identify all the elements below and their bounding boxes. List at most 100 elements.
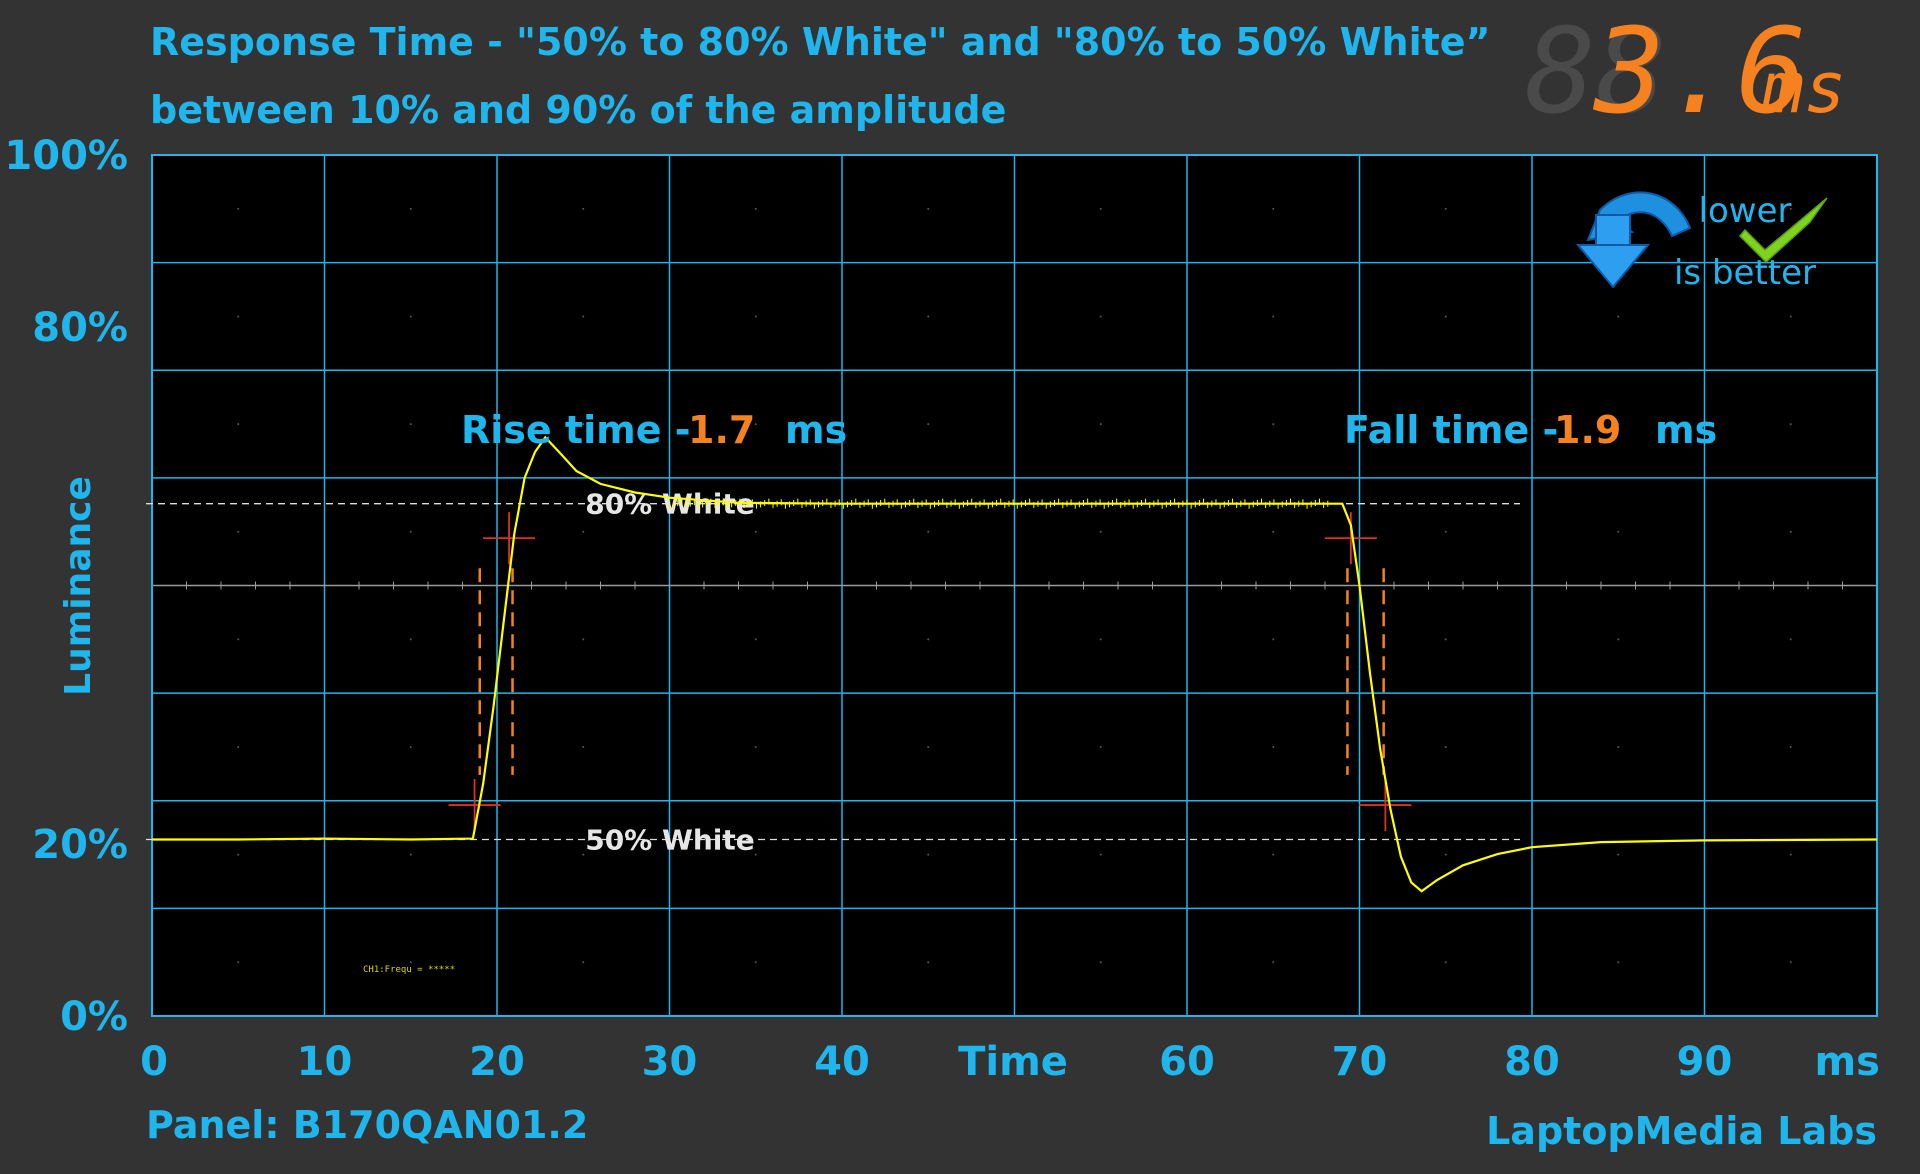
- chart-title-line2: between 10% and 90% of the amplitude: [150, 88, 1006, 132]
- x-tick-label: 20: [469, 1039, 525, 1085]
- x-tick-label: 70: [1332, 1039, 1388, 1085]
- scope-readout: CH1:Frequ = *****: [363, 965, 455, 975]
- minor-dot: [1789, 853, 1792, 856]
- minor-dot: [1789, 745, 1792, 748]
- y-tick-label: 20%: [32, 822, 128, 868]
- minor-dot: [1617, 853, 1620, 856]
- minor-dot: [927, 530, 930, 533]
- chart-title-line1: Response Time - "50% to 80% White" and "…: [150, 20, 1491, 64]
- minor-dot: [1272, 638, 1275, 641]
- minor-dot: [754, 745, 757, 748]
- minor-dot: [1272, 961, 1275, 964]
- minor-dot: [237, 315, 240, 318]
- minor-dot: [927, 423, 930, 426]
- minor-dot: [1789, 961, 1792, 964]
- minor-dot: [582, 207, 585, 210]
- minor-dot: [409, 315, 412, 318]
- y-tick-label: 80%: [32, 305, 128, 351]
- minor-dot: [754, 853, 757, 856]
- minor-dot: [1099, 961, 1102, 964]
- rise-value: 1.7: [688, 408, 755, 452]
- minor-dot: [927, 961, 930, 964]
- x-axis-label: Time: [958, 1039, 1068, 1085]
- minor-dot: [237, 745, 240, 748]
- readout-ghost-digits: 88: [1525, 2, 1667, 140]
- minor-dot: [237, 207, 240, 210]
- minor-dot: [1789, 315, 1792, 318]
- minor-dot: [409, 961, 412, 964]
- minor-dot: [1789, 530, 1792, 533]
- minor-dot: [1444, 853, 1447, 856]
- minor-dot: [582, 638, 585, 641]
- minor-dot: [409, 423, 412, 426]
- minor-dot: [582, 423, 585, 426]
- minor-dot: [1099, 530, 1102, 533]
- y-axis-label: Luminance: [58, 476, 99, 696]
- minor-dot: [409, 207, 412, 210]
- badge-line1: lower: [1699, 191, 1792, 231]
- minor-dot: [1099, 745, 1102, 748]
- x-axis-unit: ms: [1815, 1039, 1881, 1085]
- minor-dot: [237, 423, 240, 426]
- minor-dot: [237, 638, 240, 641]
- minor-dot: [1099, 638, 1102, 641]
- minor-dot: [1444, 638, 1447, 641]
- minor-dot: [754, 638, 757, 641]
- minor-dot: [582, 315, 585, 318]
- rise-unit: ms: [785, 408, 847, 452]
- plot-border: [151, 154, 1878, 1017]
- x-tick-label: 40: [814, 1039, 870, 1085]
- minor-dot: [927, 638, 930, 641]
- minor-dot: [409, 530, 412, 533]
- minor-dot: [1099, 853, 1102, 856]
- luminance-trace: [152, 435, 1878, 893]
- minor-dot: [1444, 423, 1447, 426]
- trace-noise: [669, 498, 1329, 509]
- x-tick-label: 30: [642, 1039, 698, 1085]
- minor-dot: [1617, 315, 1620, 318]
- minor-dot: [927, 745, 930, 748]
- x-tick-label: 60: [1159, 1039, 1215, 1085]
- checkmark-icon: [1738, 197, 1828, 264]
- minor-dot: [754, 315, 757, 318]
- minor-dot: [754, 207, 757, 210]
- minor-dot: [1617, 745, 1620, 748]
- minor-dot: [1272, 745, 1275, 748]
- minor-dot: [1272, 530, 1275, 533]
- minor-dot: [582, 745, 585, 748]
- reference-line-label: 50% White: [585, 823, 755, 856]
- rise-label: Rise time -: [461, 408, 690, 452]
- minor-dot: [927, 315, 930, 318]
- minor-dot: [1272, 315, 1275, 318]
- lower-is-better-badge: lower is better: [1575, 191, 1828, 293]
- panel-label: Panel: B170QAN01.2: [146, 1103, 588, 1147]
- minor-dot: [1444, 961, 1447, 964]
- minor-dot: [237, 961, 240, 964]
- minor-dot: [1444, 530, 1447, 533]
- minor-dot: [1099, 423, 1102, 426]
- minor-dot: [1272, 853, 1275, 856]
- transition-markers: [448, 512, 1412, 832]
- minor-dot: [1444, 315, 1447, 318]
- minor-dot: [1617, 961, 1620, 964]
- total-readout: 88 3.6 ms: [1525, 2, 1846, 140]
- minor-dot: [1789, 638, 1792, 641]
- minor-dot: [409, 745, 412, 748]
- minor-dot: [927, 207, 930, 210]
- minor-dot: [582, 853, 585, 856]
- minor-dot: [409, 853, 412, 856]
- minor-dot: [409, 638, 412, 641]
- x-tick-label: 10: [297, 1039, 353, 1085]
- minor-dot: [1272, 423, 1275, 426]
- x-tick-label: 0: [140, 1039, 168, 1085]
- minor-dot: [582, 530, 585, 533]
- minor-dot: [1617, 423, 1620, 426]
- y-tick-label: 0%: [60, 994, 128, 1040]
- rise-annotation: Rise time - 1.7 ms: [461, 408, 847, 452]
- minor-dot: [582, 961, 585, 964]
- minor-dot: [754, 961, 757, 964]
- minor-dot: [1099, 315, 1102, 318]
- y-tick-label: 100%: [4, 133, 128, 179]
- minor-dot: [1099, 207, 1102, 210]
